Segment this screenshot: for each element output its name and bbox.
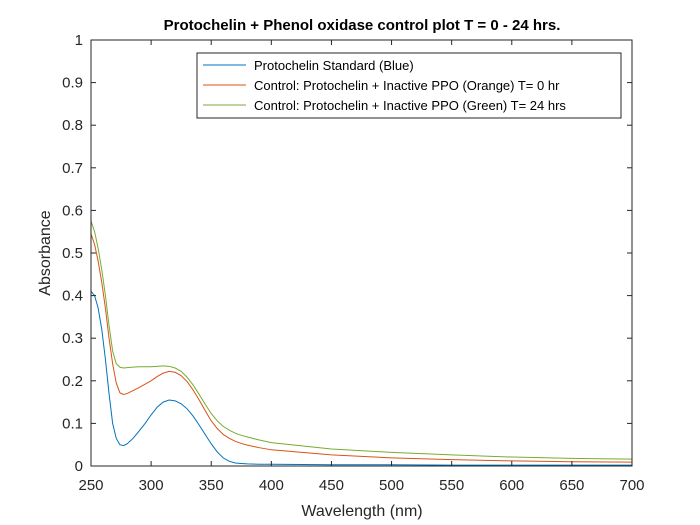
legend-label-orange: Control: Protochelin + Inactive PPO (Ora… xyxy=(254,78,560,93)
x-tick-label: 650 xyxy=(559,477,584,494)
y-tick-label: 0.2 xyxy=(62,373,83,390)
y-tick-label: 0.6 xyxy=(62,202,83,219)
x-tick-label: 700 xyxy=(619,477,644,494)
y-tick-label: 0.7 xyxy=(62,160,83,177)
y-tick-label: 0.9 xyxy=(62,75,83,92)
ticks-layer: 250 300 350 400 450 500 550 600 650 700 0 0.1 0.2 0.3… xyxy=(62,32,644,494)
legend-label-green: Control: Protochelin + Inactive PPO (Gre… xyxy=(254,98,566,113)
y-tick-label: 0.8 xyxy=(62,117,83,134)
x-tick-label: 400 xyxy=(259,477,284,494)
x-tick-label: 350 xyxy=(199,477,224,494)
series-line-1 xyxy=(90,233,633,463)
y-tick-label: 0.3 xyxy=(62,330,83,347)
y-tick-label: 0.4 xyxy=(62,288,83,305)
y-tick-label: 0.5 xyxy=(62,245,83,262)
x-tick-label: 450 xyxy=(319,477,344,494)
chart-title: Protochelin + Phenol oxidase control plo… xyxy=(164,17,561,34)
y-tick-label: 0 xyxy=(75,458,83,475)
x-tick-label: 550 xyxy=(439,477,464,494)
y-tick-label: 0.1 xyxy=(62,415,83,432)
legend: Protochelin Standard (Blue) Control: Pro… xyxy=(196,52,622,119)
x-tick-label: 250 xyxy=(78,477,103,494)
x-tick-label: 500 xyxy=(379,477,404,494)
series-line-2 xyxy=(90,220,633,460)
y-axis-label: Absorbance xyxy=(37,210,54,295)
x-tick-label: 600 xyxy=(499,477,524,494)
y-tick-label: 1 xyxy=(75,32,83,49)
legend-box xyxy=(196,52,622,119)
series-line-0 xyxy=(90,291,632,466)
series-layer xyxy=(90,220,633,466)
x-tick-label: 300 xyxy=(139,477,164,494)
legend-label-blue: Protochelin Standard (Blue) xyxy=(254,58,414,73)
x-axis-label: Wavelength (nm) xyxy=(301,503,422,520)
